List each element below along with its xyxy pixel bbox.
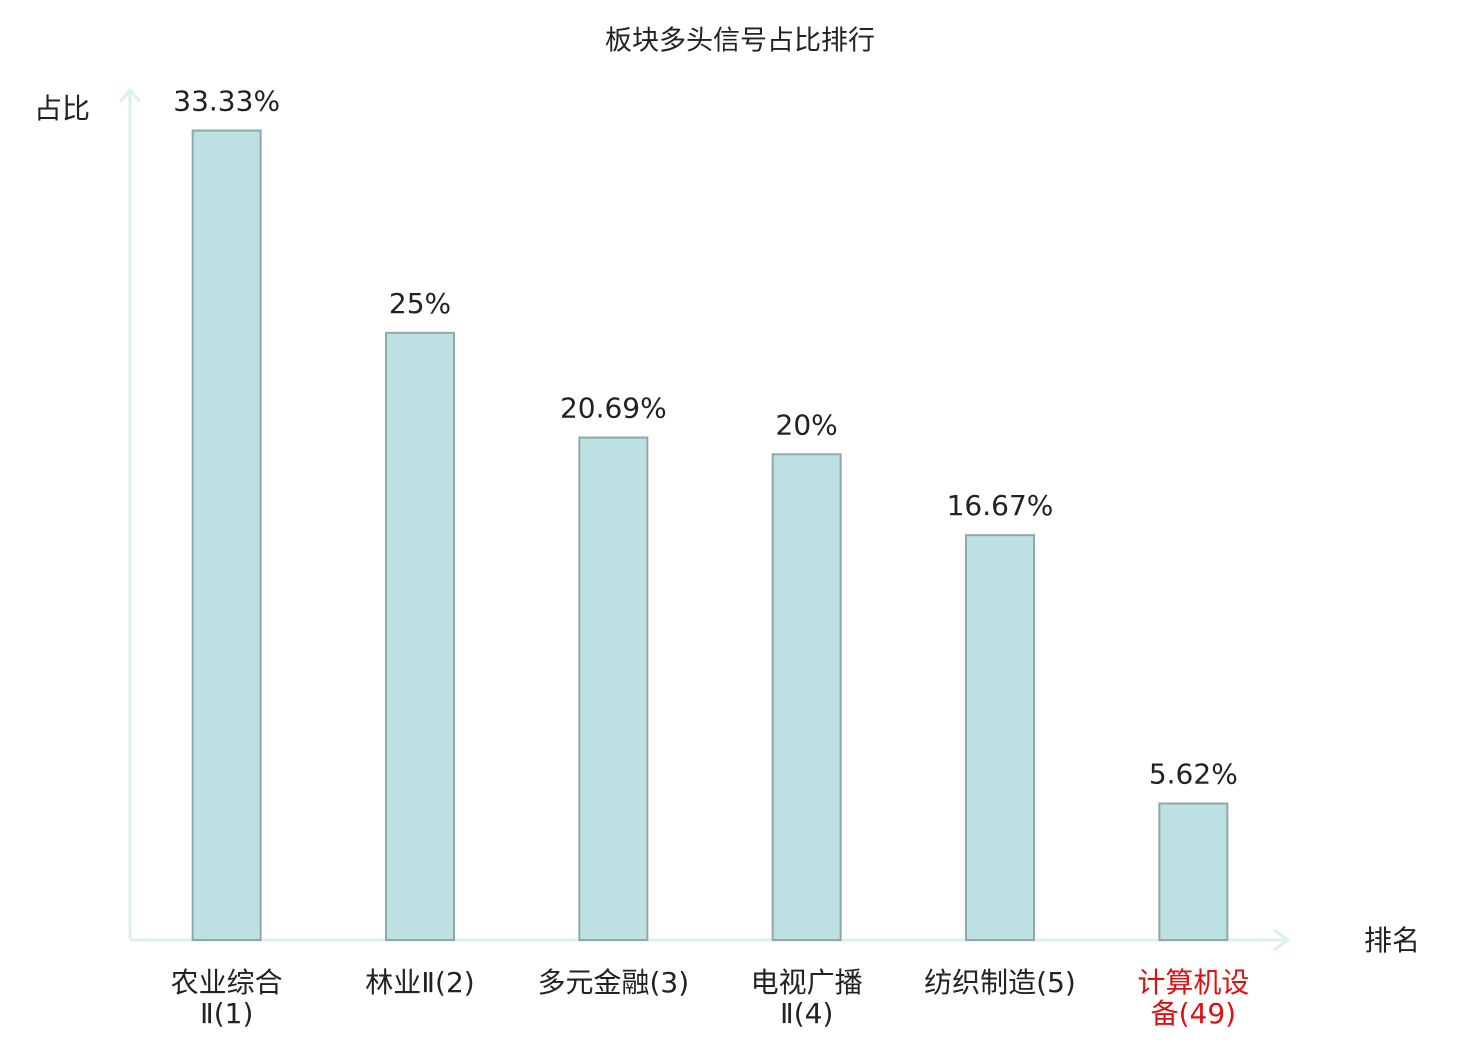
- value-label: 5.62%: [1149, 758, 1238, 791]
- chart-title: 板块多头信号占比排行: [605, 26, 875, 57]
- value-label: 25%: [389, 287, 451, 320]
- x-axis-arrow: [1273, 928, 1291, 952]
- bar: [578, 436, 649, 941]
- x-tick-label: 纺织制造(5): [924, 966, 1076, 999]
- x-tick-label: 计算机设备(49): [1137, 966, 1249, 1030]
- x-axis-label: 排名: [1364, 924, 1420, 957]
- bar: [1158, 802, 1229, 941]
- bar: [385, 331, 455, 942]
- bar: [191, 129, 262, 942]
- x-tick-label: 林业Ⅱ(2): [365, 966, 474, 999]
- x-tick-label: 多元金融(3): [537, 966, 689, 999]
- bar: [771, 453, 842, 941]
- y-axis-label: 占比: [34, 92, 90, 125]
- axes: [118, 87, 1291, 952]
- value-label: 20%: [776, 408, 838, 441]
- value-label: 33.33%: [173, 85, 280, 118]
- x-tick-label: 农业综合 Ⅱ(1): [171, 966, 283, 1030]
- value-label: 16.67%: [947, 489, 1054, 522]
- y-axis-arrow: [118, 87, 142, 103]
- value-label: 20.69%: [560, 392, 667, 425]
- bar: [965, 534, 1035, 942]
- x-tick-label: 电视广播 Ⅱ(4): [751, 966, 863, 1030]
